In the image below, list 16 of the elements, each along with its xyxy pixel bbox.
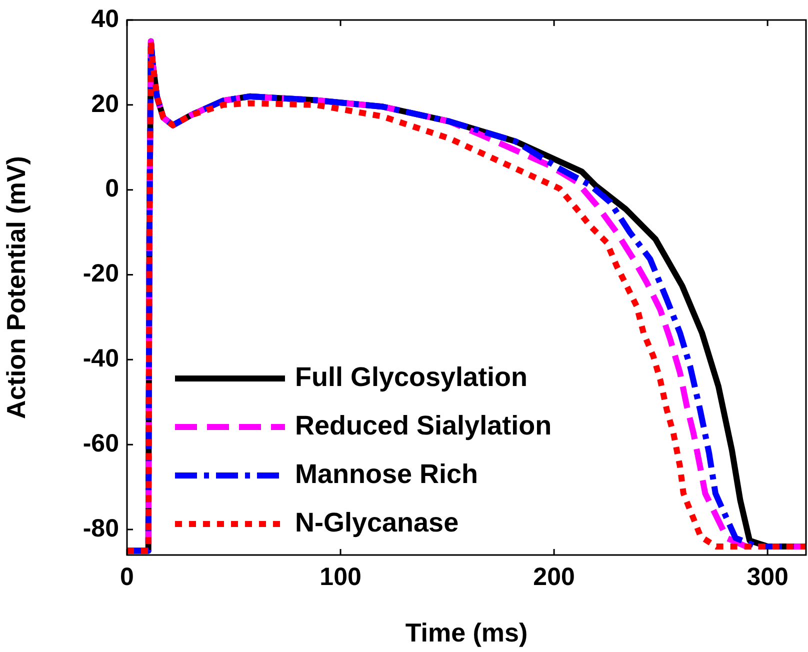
y-tick-label: -40 — [82, 344, 119, 373]
legend-label: Mannose Rich — [295, 458, 478, 489]
legend-label: Reduced Sialylation — [295, 410, 552, 440]
y-tick-label: -60 — [82, 429, 119, 458]
legend-label: Full Glycosylation — [295, 362, 528, 392]
y-tick-label: -20 — [82, 260, 119, 288]
x-tick-label: 100 — [320, 562, 362, 591]
x-tick-label: 200 — [533, 562, 575, 591]
legend-label: N-Glycanase — [295, 507, 459, 538]
x-axis-title: Time (ms) — [405, 618, 528, 648]
y-tick-label: 40 — [91, 4, 119, 33]
y-tick-label: -80 — [82, 514, 119, 542]
y-axis-title: Action Potential (mV) — [0, 156, 31, 419]
y-tick-label: 0 — [105, 174, 119, 203]
x-tick-label: 300 — [746, 562, 788, 591]
y-tick-label: 20 — [91, 90, 119, 118]
